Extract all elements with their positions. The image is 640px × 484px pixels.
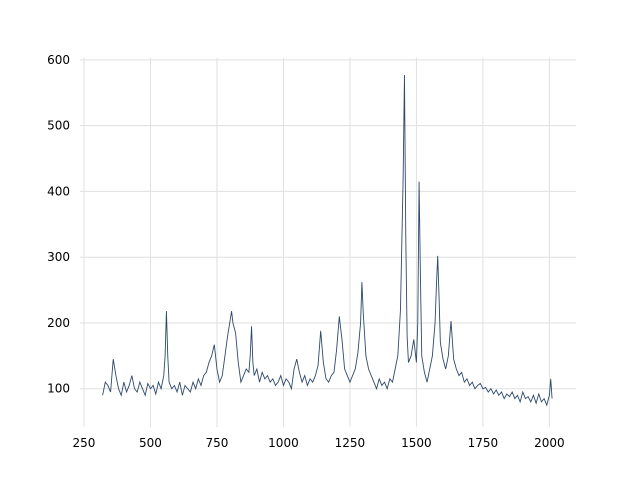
y-tick-label: 500 [47,119,70,133]
x-tick-label: 750 [206,436,229,450]
line [102,75,553,407]
y-tick-label: 200 [47,316,70,330]
x-tick-label: 1750 [468,436,499,450]
x-tick-label: 1250 [335,436,366,450]
x-tick-label: 250 [73,436,96,450]
x-tick-label: 1500 [401,436,432,450]
y-tick-label: 400 [47,184,70,198]
x-tick-label: 2000 [534,436,565,450]
x-tick-label: 1000 [268,436,299,450]
y-tick-label: 100 [47,382,70,396]
y-tick-label: 300 [47,250,70,264]
x-tick-label: 500 [139,436,162,450]
y-tick-label: 600 [47,53,70,67]
